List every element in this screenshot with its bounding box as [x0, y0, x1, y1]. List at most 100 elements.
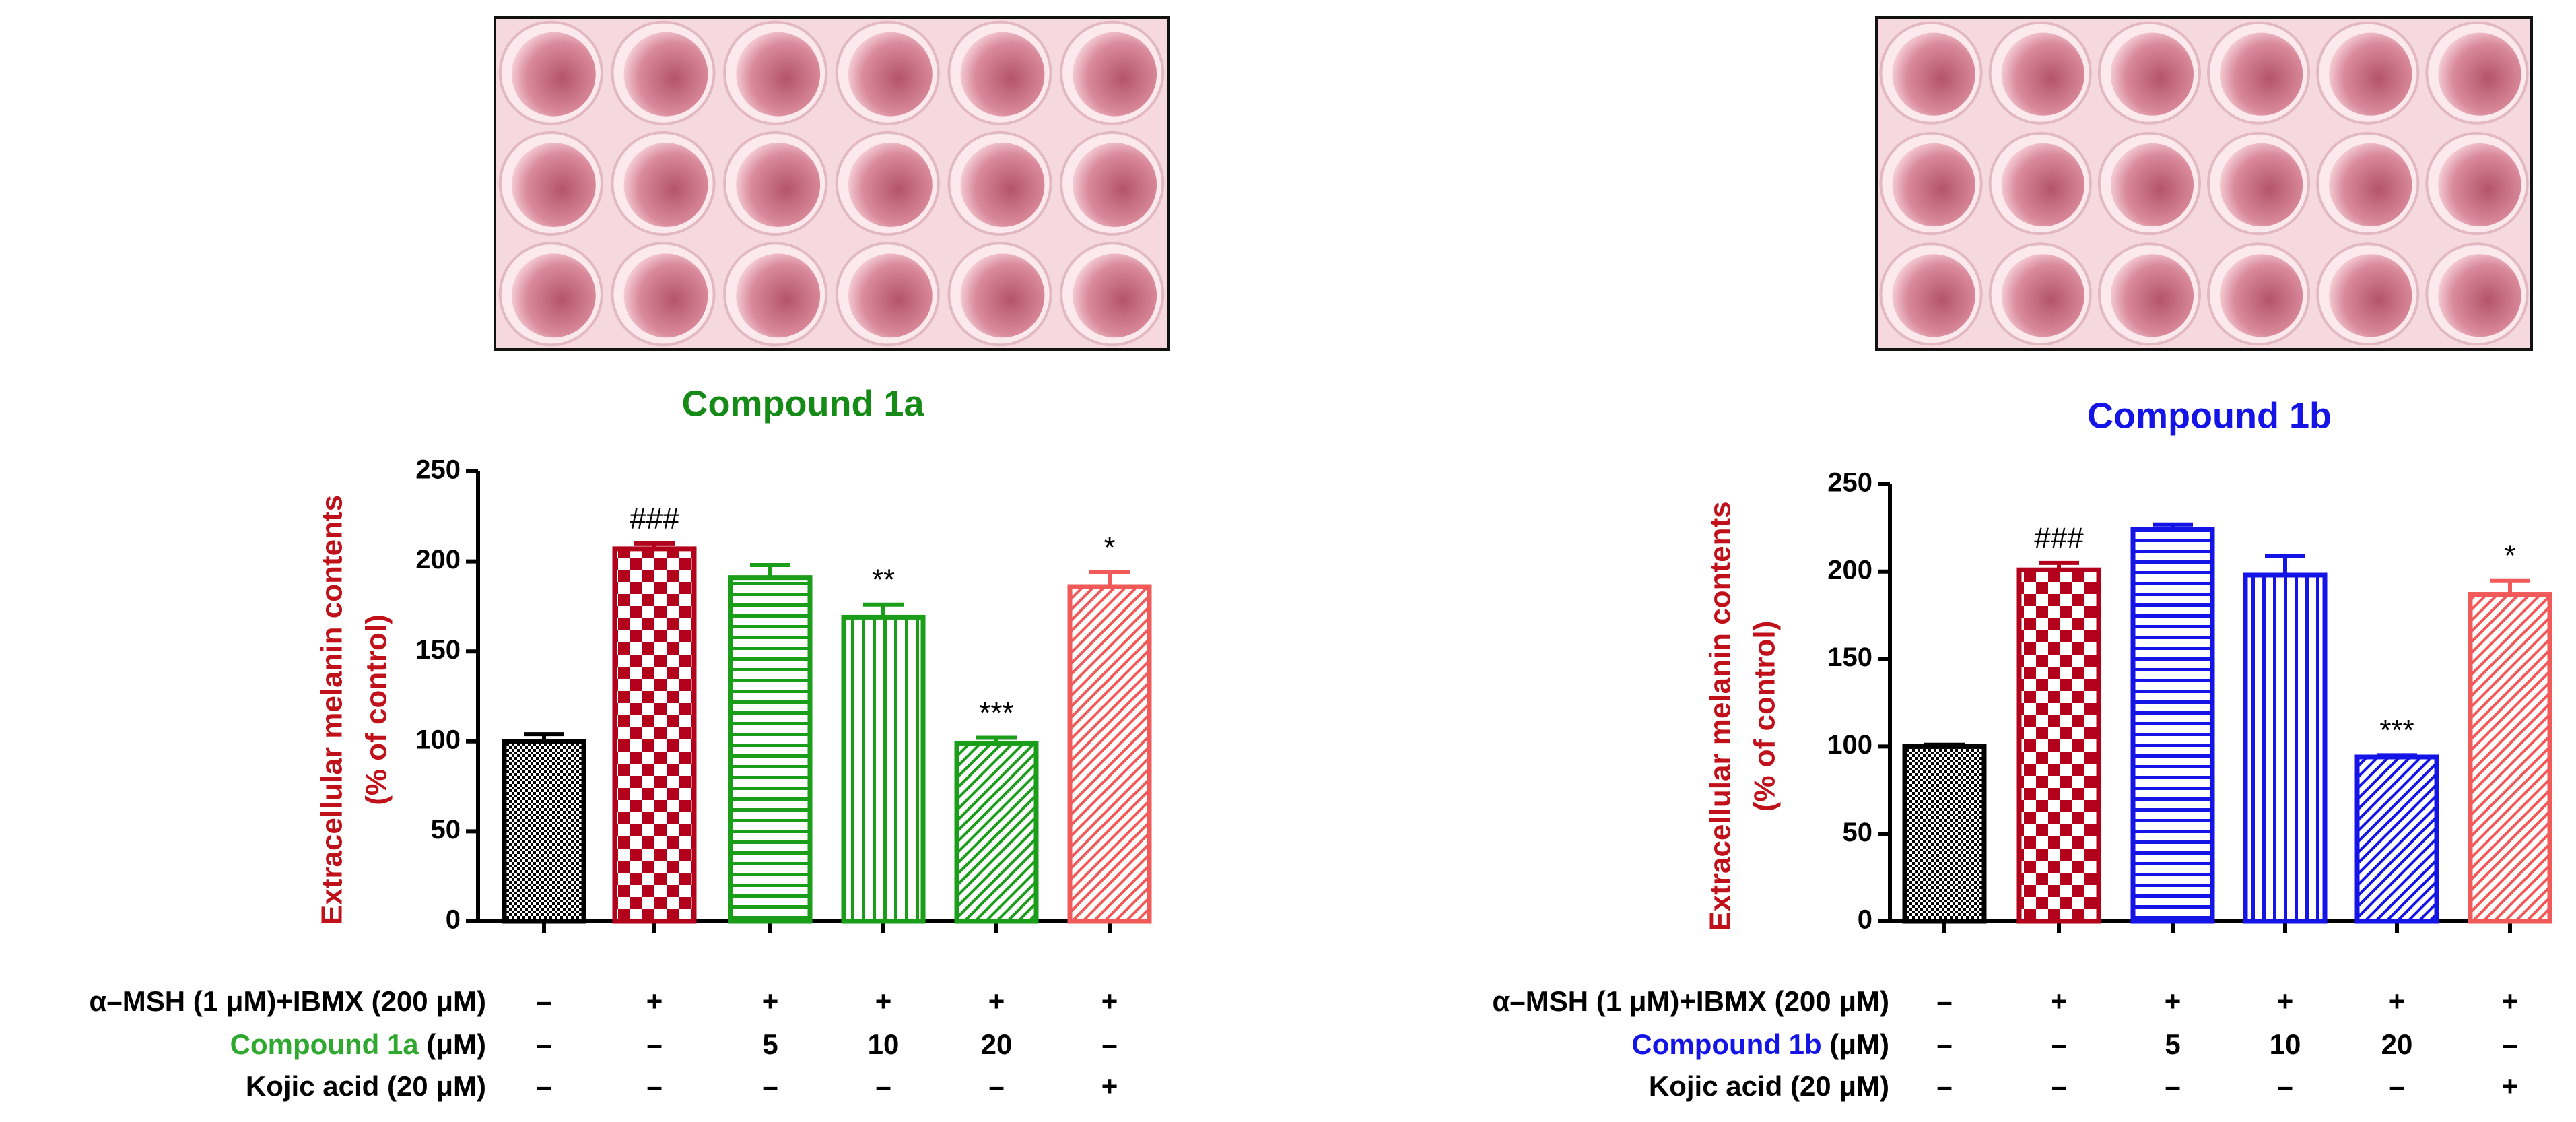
row-label: Compound 1b (μM) — [1631, 1028, 1889, 1060]
bar-2 — [2016, 567, 2101, 924]
table-cell: + — [2277, 985, 2294, 1017]
y-tick-label: 250 — [415, 455, 461, 485]
significance-label: * — [2504, 539, 2515, 572]
well — [736, 143, 821, 227]
well — [1073, 253, 1157, 338]
y-tick-label: 200 — [415, 545, 461, 574]
bar-1 — [1902, 744, 1987, 924]
table-cell: 5 — [762, 1028, 778, 1060]
well — [2219, 32, 2303, 116]
well — [960, 32, 1045, 117]
table-cell: + — [988, 985, 1005, 1017]
row-label-text: Kojic acid (20 μM) — [1649, 1070, 1889, 1102]
table-cell: – — [536, 1028, 551, 1060]
table-cell: – — [2165, 1070, 2180, 1102]
table-cell: – — [2051, 1028, 2066, 1060]
table-cell: – — [1936, 1028, 1952, 1060]
table-cell: – — [1936, 1070, 1952, 1102]
table-cell: + — [1101, 1070, 1118, 1102]
well — [2001, 143, 2084, 227]
y-axis: 0 50 100 150 200 250 — [1827, 468, 1892, 935]
well — [1892, 254, 1975, 337]
y-tick-label: 150 — [1827, 642, 1872, 672]
table-cell: – — [1936, 985, 1952, 1017]
table-cell: + — [2502, 1070, 2519, 1102]
well — [1892, 143, 1975, 227]
well — [623, 143, 708, 227]
plate-frame — [1875, 16, 2533, 351]
y-tick-label: 50 — [1843, 818, 1873, 847]
y-tick-label: 50 — [431, 815, 461, 845]
well — [2329, 32, 2412, 116]
y-tick-label: 0 — [1858, 905, 1872, 935]
y-axis-label: Extracellular melanin contents (% of cont… — [1704, 501, 1782, 931]
well — [623, 32, 708, 117]
bar-6 — [1067, 584, 1152, 924]
table-cell: + — [646, 985, 663, 1017]
well — [2110, 254, 2194, 337]
significance-label: *** — [979, 696, 1013, 729]
row-label: α–MSH (1 μM)+IBMX (200 μM) — [1493, 985, 1889, 1017]
table-cell: 10 — [868, 1028, 900, 1060]
table-cell: + — [762, 985, 779, 1017]
chart-title: Compound 1a — [682, 383, 925, 424]
table-cell: + — [2389, 985, 2406, 1017]
y-tick-label: 200 — [1827, 555, 1872, 585]
well — [2001, 254, 2084, 337]
table-cell: 20 — [2381, 1028, 2413, 1060]
well — [2329, 143, 2412, 227]
table-cell: 5 — [2165, 1028, 2180, 1060]
y-axis-label-line2: (% of control) — [360, 614, 393, 805]
row-label: Kojic acid (20 μM) — [246, 1070, 486, 1102]
well — [2219, 143, 2303, 227]
table-cell: 10 — [2270, 1028, 2301, 1060]
condition-table: α–MSH (1 μM)+IBMX (200 μM) – + + + + + Compound… — [90, 985, 1118, 1102]
well — [1073, 143, 1157, 227]
table-cell: + — [2051, 985, 2068, 1017]
well — [848, 32, 933, 117]
well — [2110, 32, 2194, 116]
y-tick-label: 150 — [415, 635, 461, 665]
bar-1 — [502, 739, 586, 924]
well — [2438, 143, 2521, 227]
well — [960, 253, 1045, 338]
chart-title: Compound 1b — [2087, 395, 2332, 436]
well — [848, 143, 933, 227]
well — [1073, 32, 1157, 117]
table-cell: 20 — [981, 1028, 1013, 1060]
row-label: Kojic acid (20 μM) — [1649, 1070, 1889, 1102]
table-cell: + — [2165, 985, 2181, 1017]
table-cell: + — [1101, 985, 1118, 1017]
bar-4 — [2243, 572, 2328, 924]
row-label-text: (μM) — [419, 1028, 486, 1060]
table-cell: + — [875, 985, 892, 1017]
row-label-text: α–MSH (1 μM)+IBMX (200 μM) — [1493, 985, 1889, 1017]
well — [511, 253, 596, 338]
plate-frame — [494, 16, 1170, 351]
table-cell: – — [646, 1028, 662, 1060]
condition-table: α–MSH (1 μM)+IBMX (200 μM) – + + + + + Compound… — [1493, 985, 2519, 1102]
bar-5 — [2354, 754, 2439, 924]
y-tick-label: 0 — [446, 905, 461, 935]
y-tick-label: 250 — [1827, 468, 1872, 498]
table-cell: – — [536, 1070, 551, 1102]
well — [1892, 32, 1975, 116]
table-cell: – — [2502, 1028, 2517, 1060]
table-cell: – — [1101, 1028, 1117, 1060]
row-label-compound: Compound 1b — [1631, 1028, 1821, 1060]
significance-label: ** — [872, 563, 895, 596]
well — [960, 143, 1045, 227]
table-cell: – — [646, 1070, 662, 1102]
bar-5 — [954, 740, 1039, 924]
y-axis-label: Extracellular melanin contents (% of cont… — [316, 495, 393, 925]
y-tick-label: 100 — [1827, 730, 1872, 760]
table-cell: – — [2389, 1070, 2404, 1102]
significance-label: ### — [2034, 521, 2084, 554]
bar-3 — [728, 575, 813, 924]
well — [2438, 254, 2521, 337]
well — [2329, 254, 2412, 337]
bar-2 — [612, 546, 697, 924]
row-label-compound: Compound 1a — [230, 1028, 419, 1060]
table-cell: – — [988, 1070, 1004, 1102]
well — [623, 253, 708, 338]
